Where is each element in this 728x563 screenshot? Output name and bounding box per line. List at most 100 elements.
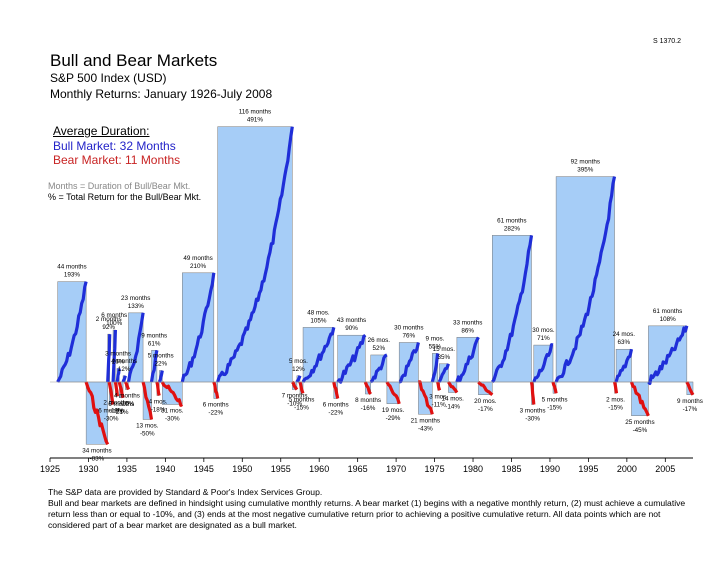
- bear-return-line: [551, 381, 558, 394]
- bull-return-line: [430, 353, 440, 383]
- bear-return-line: [113, 381, 119, 397]
- bear-duration-label: 2 months: [103, 399, 129, 406]
- bull-duration-label: 9 months: [141, 332, 167, 339]
- market-lines: [56, 126, 695, 446]
- bull-duration-label: 49 months: [183, 255, 212, 262]
- bear-return-line: [212, 381, 220, 399]
- bear-duration-label: 34 months: [82, 447, 111, 454]
- bear-return-line: [363, 381, 372, 395]
- bull-return-line: [336, 333, 367, 384]
- bull-return-line: [369, 353, 388, 384]
- bull-return-label: 210%: [190, 263, 207, 270]
- bull-duration-label: 33 months: [453, 319, 482, 326]
- bull-return-line: [455, 336, 480, 383]
- legend-months: Months = Duration of Bull/Bear Mkt.: [48, 181, 191, 191]
- bear-return-label: -45%: [633, 427, 648, 434]
- market-bars: [57, 126, 694, 445]
- bear-duration-label: 13 mos.: [136, 423, 159, 430]
- page-title: Bull and Bear Markets: [50, 51, 218, 70]
- bear-return-line: [298, 381, 305, 394]
- bull-return-label: 108%: [660, 316, 677, 323]
- bear-return-line: [629, 381, 650, 417]
- bear-duration-label: 20 mos.: [474, 398, 497, 405]
- bear-duration-label: 5 months: [289, 396, 315, 403]
- document-code: S 1370.2: [653, 38, 682, 45]
- bear-duration-label: 4 mos.: [149, 399, 168, 406]
- bear-return-line: [84, 381, 110, 446]
- bear-return-label: -22%: [328, 410, 343, 417]
- bear-duration-label: 8 months: [355, 397, 381, 404]
- bear-duration-label: 31 mos.: [161, 408, 184, 415]
- bear-return-label: -43%: [418, 425, 433, 432]
- bear-duration-label: 4 months: [114, 393, 140, 400]
- bear-return-label: -30%: [525, 416, 540, 423]
- bear-duration-label: 14 mos.: [441, 396, 464, 403]
- bull-duration-label: 4 months: [111, 358, 137, 365]
- bull-return-label: 105%: [310, 317, 327, 324]
- bull-return-line: [437, 363, 450, 383]
- x-tick-label: 1980: [463, 464, 483, 474]
- bull-return-label: 52%: [373, 345, 386, 352]
- bull-return-label: 395%: [577, 167, 594, 174]
- bull-return-line: [554, 176, 617, 383]
- bull-return-label: 193%: [64, 272, 81, 279]
- bull-return-line: [56, 281, 88, 383]
- bull-duration-label: 24 mos.: [613, 331, 636, 338]
- x-tick-label: 1960: [309, 464, 329, 474]
- bull-market-bar: [182, 272, 215, 383]
- x-tick-label: 1970: [386, 464, 406, 474]
- bear-return-label: -15%: [294, 404, 309, 411]
- x-tick-label: 1975: [425, 464, 445, 474]
- bull-return-label: 26%: [112, 358, 125, 365]
- bear-return-line: [436, 381, 442, 391]
- bull-return-line: [180, 272, 216, 383]
- bear-return-label: -14%: [445, 404, 460, 411]
- x-tick-label: 1990: [540, 464, 560, 474]
- bear-return-label: -83%: [90, 455, 105, 462]
- x-tick-label: 1965: [348, 464, 368, 474]
- x-tick-label: 1985: [501, 464, 521, 474]
- bull-return-line: [216, 126, 294, 383]
- bull-duration-label: 6 months: [101, 312, 127, 319]
- bull-return-line: [398, 342, 420, 384]
- bear-return-label: -16%: [361, 405, 376, 412]
- bull-duration-label: 26 mos.: [368, 337, 391, 344]
- bull-return-line: [106, 334, 112, 383]
- bull-return-label: 100%: [106, 320, 123, 327]
- bull-return-label: 491%: [247, 117, 264, 124]
- bull-duration-label: 5 mos.: [289, 358, 308, 365]
- bear-return-line: [685, 381, 695, 396]
- bear-return-label: -21%: [114, 409, 129, 416]
- average-bull-duration: Bull Market: 32 Months: [53, 139, 176, 153]
- bear-return-line: [612, 381, 619, 394]
- bear-return-label: -10%: [287, 401, 302, 408]
- bull-duration-label: 23 months: [121, 295, 150, 302]
- bull-return-line: [301, 327, 336, 383]
- bull-return-line: [115, 368, 121, 383]
- bull-duration-label: 61 months: [653, 308, 682, 315]
- x-tick-label: 1950: [232, 464, 252, 474]
- bull-duration-label: 5 months: [148, 353, 174, 360]
- bull-return-line: [157, 370, 164, 383]
- bear-return-line: [155, 381, 161, 396]
- bear-return-label: -50%: [140, 431, 155, 438]
- bear-return-label: -30%: [104, 416, 119, 423]
- bull-duration-label: 92 months: [571, 159, 600, 166]
- bull-return-line: [126, 312, 145, 383]
- bear-duration-label: 3 mos.: [429, 393, 448, 400]
- bull-return-line: [491, 235, 534, 383]
- x-tick-label: 2005: [655, 464, 675, 474]
- bear-return-label: -11%: [432, 401, 447, 408]
- legend-percent: % = Total Return for the Bull/Bear Mkt.: [48, 192, 202, 202]
- footnote-definition: Bull and bear markets are defined in hin…: [48, 498, 686, 530]
- bear-duration-label: 25 months: [625, 419, 654, 426]
- bull-return-line: [647, 325, 689, 385]
- bear-return-line: [477, 380, 494, 397]
- bear-return-label: -17%: [478, 406, 493, 413]
- bear-return-label: -15%: [608, 404, 623, 411]
- bull-return-line: [614, 348, 634, 383]
- bear-return-label: -22%: [208, 410, 223, 417]
- x-tick-label: 1935: [117, 464, 137, 474]
- bear-duration-label: 7 months: [282, 393, 308, 400]
